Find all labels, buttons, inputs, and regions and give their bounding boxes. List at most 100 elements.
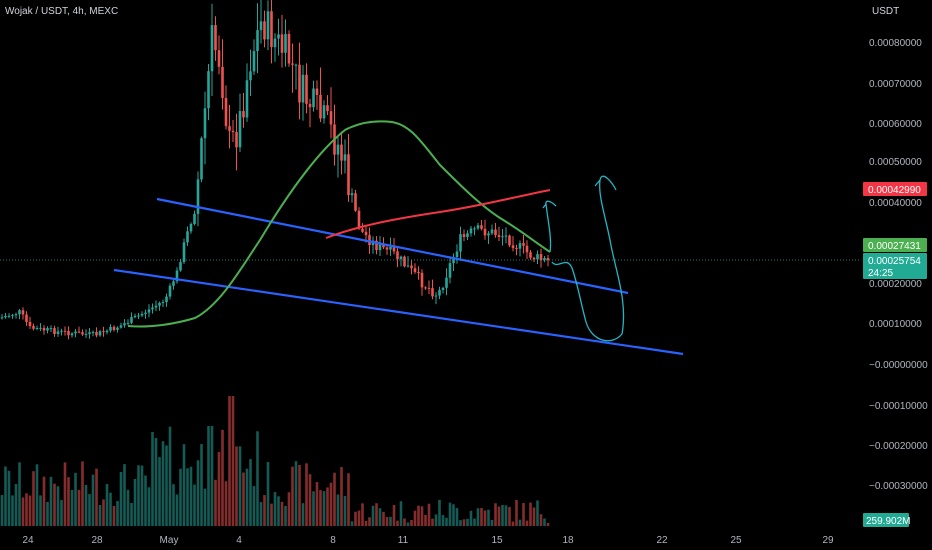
volume-bar bbox=[340, 467, 343, 526]
volume-bar bbox=[389, 516, 392, 526]
volume-bar bbox=[347, 473, 350, 526]
volume-bar bbox=[298, 464, 301, 526]
volume-bar bbox=[287, 492, 291, 526]
volume-bar bbox=[350, 521, 354, 526]
volume-bar bbox=[427, 503, 431, 526]
axis-unit: USDT bbox=[872, 6, 900, 17]
volume-bars bbox=[0, 396, 550, 526]
y-tick-label: −0.00030000 bbox=[869, 481, 928, 492]
volume-bar bbox=[172, 484, 175, 526]
candle-body bbox=[112, 326, 116, 330]
candle-body bbox=[35, 328, 39, 330]
volume-bar bbox=[119, 471, 123, 526]
volume-bar bbox=[77, 489, 81, 526]
candle-body bbox=[319, 94, 322, 119]
candle-body bbox=[312, 88, 315, 108]
volume-bar bbox=[126, 489, 130, 526]
volume-bar bbox=[161, 441, 165, 526]
x-tick-label: 8 bbox=[330, 535, 336, 546]
volume-bar bbox=[382, 511, 385, 526]
moving-average-green-line bbox=[127, 120, 551, 328]
candle-body bbox=[497, 235, 501, 237]
candle-body bbox=[102, 331, 105, 333]
candle-body bbox=[49, 328, 53, 330]
candle-body bbox=[427, 287, 431, 289]
volume-bar bbox=[476, 508, 480, 526]
candle-body bbox=[287, 34, 291, 64]
volume-bar bbox=[7, 470, 11, 526]
volume-bar bbox=[445, 517, 448, 526]
candle-body bbox=[158, 302, 161, 306]
candle-body bbox=[0, 317, 4, 319]
volume-bar bbox=[242, 472, 245, 526]
candle-body bbox=[343, 154, 347, 161]
candle-body bbox=[210, 25, 214, 72]
candle-body bbox=[221, 66, 224, 98]
volume-bar bbox=[263, 495, 266, 526]
bar-countdown: 24:25 bbox=[868, 268, 893, 279]
last-price-label: 0.00025754 bbox=[868, 256, 921, 267]
volume-bar bbox=[483, 510, 487, 526]
candle-body bbox=[109, 326, 112, 331]
volume-bar bbox=[74, 472, 77, 526]
y-tick-label: −0.00010000 bbox=[869, 401, 928, 412]
ma-red-price-tag bbox=[863, 182, 927, 196]
volume-bar bbox=[466, 518, 469, 526]
volume-bar bbox=[532, 507, 536, 526]
volume-bar bbox=[378, 508, 382, 526]
candle-body bbox=[305, 74, 308, 104]
candle-body bbox=[385, 247, 389, 250]
volume-bar bbox=[529, 502, 532, 526]
volume-bar bbox=[396, 520, 399, 526]
candle-body bbox=[357, 210, 361, 229]
candle-body bbox=[18, 310, 21, 315]
candle-body bbox=[28, 321, 32, 327]
volume-bar bbox=[112, 505, 116, 526]
symbol-title[interactable]: Wojak / USDT, 4h, MEXC bbox=[5, 6, 119, 17]
volume-bar bbox=[343, 495, 347, 526]
volume-bar bbox=[228, 396, 231, 526]
volume-bar bbox=[105, 484, 109, 526]
candle-body bbox=[455, 251, 459, 257]
y-tick-label: 0.00060000 bbox=[869, 119, 922, 130]
candle-body bbox=[200, 138, 203, 180]
volume-bar bbox=[221, 429, 224, 526]
lower-trendline[interactable] bbox=[113, 268, 684, 356]
candle-body bbox=[294, 64, 298, 66]
volume-bar bbox=[88, 494, 91, 526]
candle-body bbox=[207, 71, 210, 109]
volume-bar bbox=[252, 486, 256, 526]
candle-body bbox=[308, 103, 312, 108]
volume-bar bbox=[354, 511, 357, 526]
volume-bar bbox=[368, 517, 371, 526]
candle-body bbox=[175, 270, 179, 282]
candle-body bbox=[266, 11, 270, 40]
volume-bar bbox=[518, 519, 522, 526]
candle-body bbox=[151, 307, 154, 310]
volume-bar bbox=[245, 468, 249, 526]
volume-bar bbox=[403, 518, 406, 526]
volume-bar bbox=[137, 465, 140, 526]
volume-bar bbox=[189, 466, 193, 526]
candle-body bbox=[543, 258, 546, 261]
volume-bar bbox=[308, 474, 312, 526]
candle-body bbox=[70, 333, 74, 336]
candle-body bbox=[410, 265, 413, 269]
candle-body bbox=[105, 330, 109, 333]
volume-bar bbox=[102, 499, 105, 526]
upper-trendline[interactable] bbox=[156, 197, 629, 295]
x-tick-label: 11 bbox=[398, 535, 409, 546]
candle-body bbox=[249, 71, 252, 81]
candle-body bbox=[536, 254, 539, 260]
candle-body bbox=[60, 330, 63, 332]
candle-body bbox=[21, 310, 25, 315]
candle-body bbox=[270, 11, 273, 48]
volume-bar bbox=[203, 488, 207, 526]
candle-body bbox=[116, 327, 119, 330]
candle-body bbox=[214, 25, 217, 51]
volume-bar bbox=[406, 522, 410, 526]
x-tick-label: 28 bbox=[91, 535, 103, 546]
candle-body bbox=[88, 332, 91, 334]
candle-body bbox=[95, 331, 98, 336]
